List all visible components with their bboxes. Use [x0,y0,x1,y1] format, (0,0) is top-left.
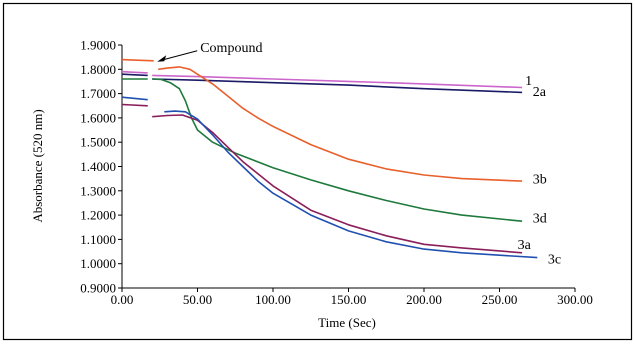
series-layer [121,58,538,259]
y-tick-label: 1.3000 [80,183,116,198]
x-tick-label: 250.00 [482,292,518,307]
y-tick-label: 1.9000 [80,38,116,53]
series-3a-baseline [121,103,148,107]
series-label-3c: 3c [548,253,561,268]
series-3c-baseline [121,96,148,101]
y-tick-label: 1.2000 [80,208,116,223]
series-3b-line [158,66,523,182]
y-tick-label: 1.4000 [80,159,116,174]
annotation-arrow-head [157,55,167,62]
y-tick-label: 1.6000 [80,110,116,125]
series-label-3a: 3a [518,238,532,253]
axes: 0.9000 1.0000 1.1000 1.2000 1.3000 1.4000 1.50… [80,38,593,308]
y-tick-label: 0.9000 [80,281,116,296]
y-axis-label: Absorbance (520 nm) [30,109,45,222]
x-tick-label: 200.00 [406,292,442,307]
annotation: Compound [157,41,262,62]
series-label-3d: 3d [533,211,547,226]
y-tick-label: 1.8000 [80,62,116,77]
annotation-text: Compound [200,41,262,56]
series-2a-line [152,78,523,94]
x-tick-label: 50.00 [183,292,212,307]
x-tick-label: 150.00 [331,292,367,307]
x-tick-label: 0.00 [111,292,134,307]
x-tick-label: 300.00 [557,292,593,307]
x-tick-label: 100.00 [255,292,291,307]
series-1-baseline [121,70,148,74]
y-tick-label: 1.5000 [80,135,116,150]
series-3d-line [152,78,523,222]
annotation-arrow-line [163,50,198,61]
series-label-3b: 3b [533,173,547,188]
series-3b-baseline [121,58,154,62]
y-tick-label: 1.0000 [80,256,116,271]
series-3a-line [152,114,523,254]
x-axis-label: Time (Sec) [318,315,376,330]
figure-border [2,2,633,341]
y-tick-label: 1.7000 [80,86,116,101]
y-tick-label: 1.1000 [80,232,116,247]
series-1-line [152,74,523,89]
series-label-1: 1 [525,74,532,89]
series-3c-line [164,110,538,259]
series-label-2a: 2a [533,85,547,100]
series-2a-baseline [121,73,148,77]
